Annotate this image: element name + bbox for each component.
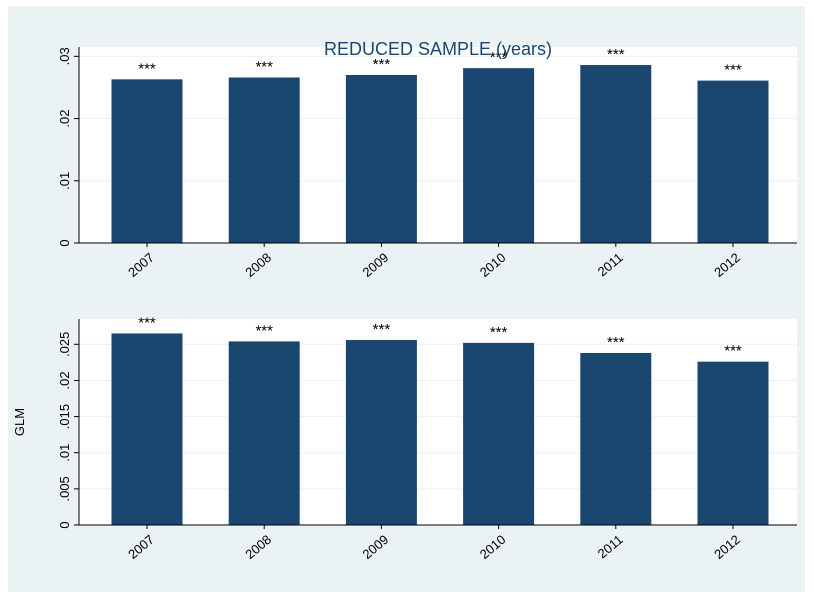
x-tick-label: 2010 bbox=[477, 532, 509, 562]
x-tick-label: 2007 bbox=[125, 532, 157, 562]
bar-2009 bbox=[345, 75, 417, 243]
bar-significance-label: *** bbox=[607, 46, 625, 63]
bar-significance-label: *** bbox=[373, 321, 391, 338]
x-tick-label: 2007 bbox=[125, 250, 157, 280]
y-tick-label: .02 bbox=[57, 110, 72, 128]
y-tick-label: .03 bbox=[57, 47, 72, 65]
bar-significance-label: *** bbox=[490, 49, 508, 66]
y-tick-label: 0 bbox=[57, 521, 72, 528]
x-tick-label: 2010 bbox=[477, 250, 509, 280]
bar-2008 bbox=[228, 341, 300, 525]
x-tick-label: 2009 bbox=[360, 532, 392, 562]
bar-2010 bbox=[463, 342, 535, 525]
y-tick-label: .02 bbox=[57, 371, 72, 389]
bar-significance-label: *** bbox=[724, 62, 742, 79]
x-tick-label: 2008 bbox=[242, 532, 274, 562]
bar-significance-label: *** bbox=[373, 56, 391, 73]
y-axis-title: GLM bbox=[12, 408, 27, 436]
x-tick-label: 2011 bbox=[595, 250, 626, 279]
x-tick-label: 2009 bbox=[360, 250, 392, 280]
bar-significance-label: *** bbox=[607, 334, 625, 351]
bar-2010 bbox=[463, 68, 535, 244]
bar-significance-label: *** bbox=[138, 60, 156, 77]
chart-canvas: *** *** *** *** *** *** 0 .01 .02 .03 2007 2008 2009… bbox=[12, 39, 797, 562]
panel-2: *** *** *** *** *** *** 0 .005 .01 .015 .02 .025 200… bbox=[12, 314, 797, 562]
x-tick-label: 2012 bbox=[711, 532, 743, 562]
y-tick-label: 0 bbox=[57, 239, 72, 246]
bar-2011 bbox=[580, 352, 652, 525]
bar-2012 bbox=[697, 361, 769, 525]
x-tick-label: 2012 bbox=[711, 250, 743, 280]
graph-window: *** *** *** *** *** *** 0 .01 .02 .03 2007 2008 2009… bbox=[8, 6, 805, 592]
y-tick-label: .01 bbox=[57, 444, 72, 462]
panel-1: *** *** *** *** *** *** 0 .01 .02 .03 2007 2008 2009… bbox=[57, 39, 797, 280]
bar-significance-label: *** bbox=[255, 58, 273, 75]
y-tick-label: .025 bbox=[57, 332, 72, 357]
x-tick-label: 2008 bbox=[242, 250, 274, 280]
bar-2007 bbox=[111, 79, 183, 243]
bar-significance-label: *** bbox=[724, 343, 742, 360]
bar-2009 bbox=[345, 339, 417, 525]
chart-title: REDUCED SAMPLE (years) bbox=[324, 39, 552, 59]
plot-area bbox=[79, 319, 797, 525]
x-tick-label: 2011 bbox=[595, 532, 626, 561]
bar-2007 bbox=[111, 333, 183, 525]
bar-2012 bbox=[697, 80, 769, 243]
bar-significance-label: *** bbox=[490, 324, 508, 341]
y-tick-label: .005 bbox=[57, 476, 72, 501]
bar-2011 bbox=[580, 65, 652, 243]
bar-significance-label: *** bbox=[255, 322, 273, 339]
plot-area bbox=[79, 47, 797, 243]
bar-significance-label: *** bbox=[138, 314, 156, 331]
y-tick-label: .01 bbox=[57, 172, 72, 190]
bar-2008 bbox=[228, 77, 300, 243]
y-tick-label: .015 bbox=[57, 404, 72, 429]
